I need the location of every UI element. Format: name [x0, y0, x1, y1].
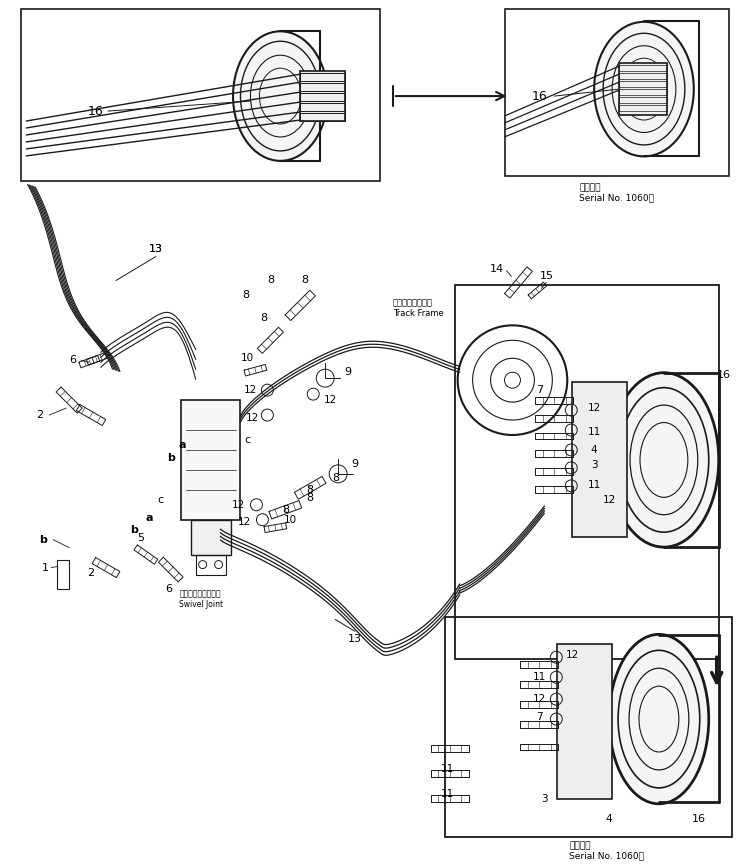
Ellipse shape: [233, 31, 328, 161]
Bar: [300, 73, 345, 81]
Bar: [300, 103, 345, 111]
Bar: [181, 400, 241, 519]
Text: 16: 16: [692, 814, 706, 824]
Text: 8: 8: [307, 492, 314, 503]
Text: b: b: [130, 525, 138, 535]
Bar: [619, 81, 667, 87]
Bar: [619, 73, 667, 79]
Bar: [504, 10, 729, 176]
Text: 12: 12: [232, 499, 245, 510]
Text: 12: 12: [565, 650, 579, 661]
Bar: [454, 285, 719, 659]
Text: 10: 10: [284, 515, 297, 525]
Text: 6: 6: [165, 584, 172, 595]
Bar: [300, 83, 345, 91]
Text: 8: 8: [242, 290, 249, 301]
Text: 7: 7: [536, 712, 542, 722]
Bar: [619, 63, 667, 115]
Text: 15: 15: [539, 271, 554, 281]
Text: 12: 12: [588, 403, 600, 413]
Bar: [572, 382, 627, 537]
Text: 12: 12: [323, 395, 337, 405]
Text: 8: 8: [332, 473, 340, 483]
Bar: [445, 617, 732, 837]
Bar: [191, 519, 230, 555]
Text: b: b: [167, 453, 174, 463]
Text: 2: 2: [36, 410, 42, 420]
Bar: [300, 93, 345, 101]
Text: 12: 12: [244, 385, 257, 395]
Text: 4: 4: [606, 814, 612, 824]
Text: 14: 14: [489, 264, 504, 273]
Text: トラックフレーム
Track Frame: トラックフレーム Track Frame: [393, 299, 444, 318]
Text: 10: 10: [241, 353, 254, 363]
Text: 1: 1: [42, 563, 48, 572]
Bar: [22, 10, 380, 181]
Text: a: a: [179, 440, 186, 450]
Bar: [557, 644, 612, 799]
Bar: [300, 71, 345, 121]
Text: 5: 5: [137, 532, 145, 543]
Text: c: c: [244, 435, 250, 445]
Text: 12: 12: [246, 413, 259, 423]
Text: 8: 8: [267, 276, 274, 285]
Text: 13: 13: [149, 244, 163, 253]
Ellipse shape: [609, 635, 708, 804]
Text: 3: 3: [541, 794, 548, 804]
Bar: [196, 555, 226, 575]
Text: 8: 8: [302, 276, 309, 285]
Bar: [619, 65, 667, 71]
Text: 9: 9: [344, 368, 352, 377]
Bar: [619, 89, 667, 95]
Text: 8: 8: [307, 485, 314, 495]
Text: c: c: [158, 495, 164, 505]
Text: 12: 12: [238, 517, 251, 527]
Text: 7: 7: [536, 385, 543, 395]
Text: 8: 8: [260, 313, 267, 323]
Text: 11: 11: [441, 789, 454, 799]
Text: スイベルジョイント
Swivel Joint: スイベルジョイント Swivel Joint: [179, 590, 223, 610]
Ellipse shape: [595, 22, 694, 156]
Text: 16: 16: [531, 89, 548, 102]
Bar: [300, 113, 345, 121]
Text: 13: 13: [149, 244, 163, 253]
Text: 適用号機
Serial No. 1060～: 適用号機 Serial No. 1060～: [569, 841, 644, 860]
Text: 16: 16: [88, 105, 104, 118]
Bar: [57, 559, 69, 590]
Text: 11: 11: [588, 479, 600, 490]
Text: 11: 11: [441, 764, 454, 774]
Text: 2: 2: [87, 568, 95, 577]
Text: b: b: [39, 535, 47, 544]
Text: a: a: [145, 512, 153, 523]
Ellipse shape: [609, 373, 719, 547]
Text: 13: 13: [348, 635, 362, 644]
Text: 3: 3: [591, 460, 597, 470]
Text: 12: 12: [533, 694, 546, 704]
Text: 8: 8: [282, 505, 289, 515]
Text: 16: 16: [717, 370, 731, 381]
Text: 11: 11: [533, 672, 546, 682]
Text: 6: 6: [69, 355, 77, 365]
Bar: [619, 97, 667, 103]
Text: 11: 11: [588, 427, 600, 437]
Text: 9: 9: [352, 459, 358, 469]
Bar: [619, 105, 667, 111]
Text: 4: 4: [591, 445, 597, 455]
Text: 12: 12: [603, 495, 615, 505]
Text: 適用号機
Serial No. 1060～: 適用号機 Serial No. 1060～: [579, 183, 654, 203]
